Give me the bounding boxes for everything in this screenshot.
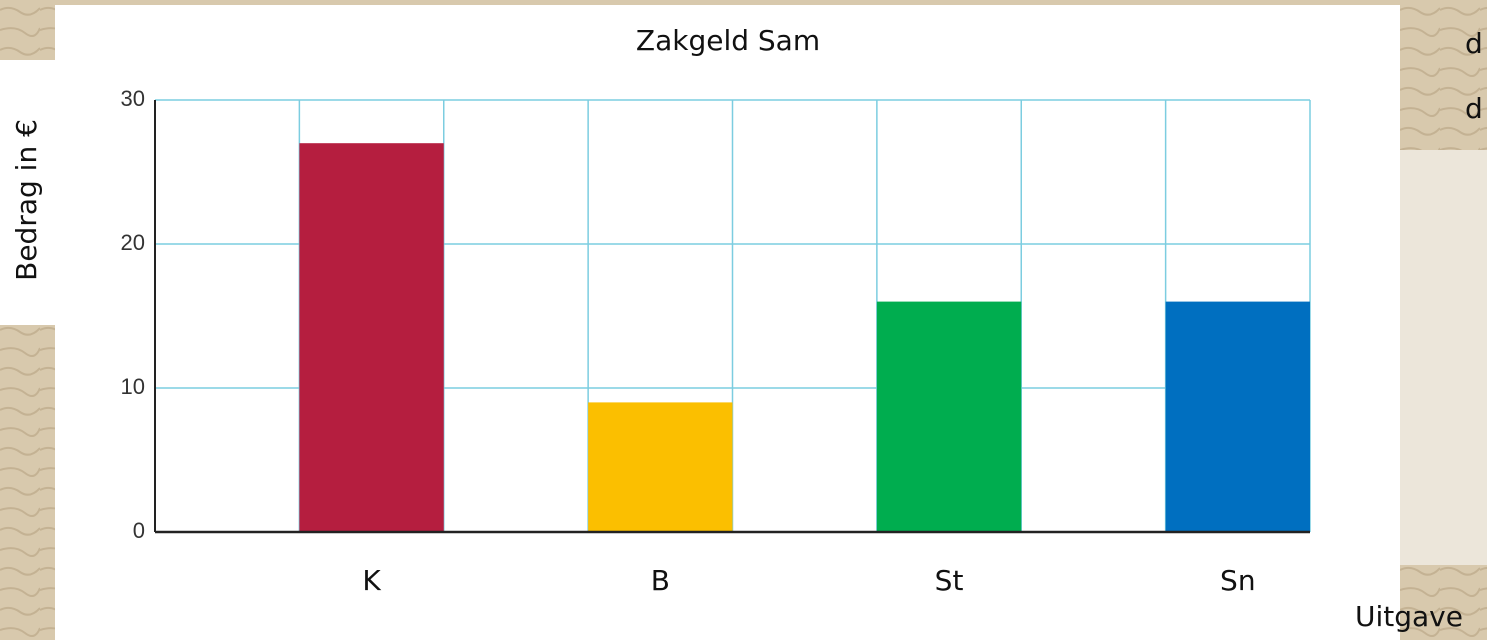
x-tick-label: B [651,564,670,597]
x-axis-label: Uitgave [1355,600,1463,633]
bar [299,143,444,532]
x-tick-label: St [935,564,964,597]
y-tick-label: 0 [133,518,145,543]
y-tick-label: 20 [121,230,145,255]
chart-title: Zakgeld Sam [636,24,820,57]
bar [1165,301,1310,532]
y-tick-label: 10 [121,374,145,399]
x-tick-label: Sn [1220,564,1256,597]
label-panel [0,60,55,325]
side-text: d [1465,27,1483,60]
y-tick-label: 30 [121,86,145,111]
bar [588,402,733,532]
x-tick-label: K [362,564,381,597]
y-axis-label: Bedrag in € [10,119,43,281]
side-panel [1400,150,1487,565]
side-text: d [1465,92,1483,125]
bar [876,301,1022,532]
